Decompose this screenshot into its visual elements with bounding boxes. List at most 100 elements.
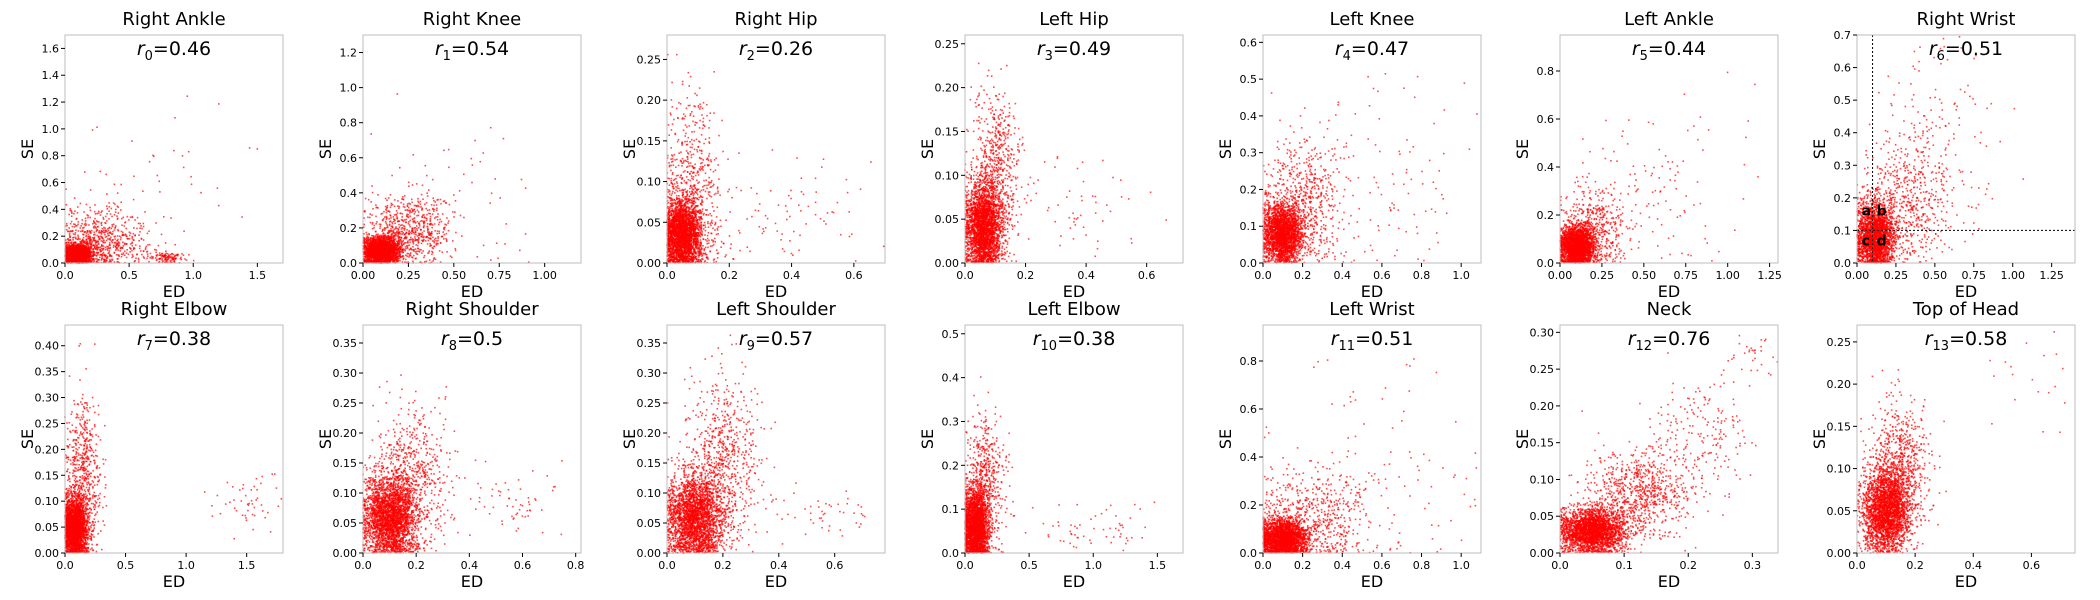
data-point <box>139 223 141 225</box>
data-point <box>132 238 134 240</box>
data-point <box>165 253 167 255</box>
data-point <box>77 235 79 237</box>
data-point <box>89 207 91 209</box>
data-point <box>73 242 75 244</box>
data-point <box>115 211 117 213</box>
data-point <box>100 251 102 253</box>
data-point <box>109 244 111 246</box>
data-point <box>90 210 92 212</box>
data-point <box>117 192 119 194</box>
data-point <box>115 225 117 227</box>
data-point <box>119 236 121 238</box>
data-point <box>80 225 82 227</box>
data-point <box>100 214 102 216</box>
data-point <box>159 261 161 263</box>
data-point <box>85 257 87 259</box>
data-point <box>117 235 119 237</box>
data-point <box>76 239 78 241</box>
data-point <box>88 234 90 236</box>
data-point <box>126 252 128 254</box>
data-point <box>74 259 76 261</box>
data-point <box>143 257 145 259</box>
data-point <box>166 259 168 261</box>
data-point <box>104 234 106 236</box>
data-point <box>249 147 251 149</box>
data-point <box>78 221 80 223</box>
data-point <box>121 231 123 233</box>
data-point <box>133 199 135 201</box>
data-point <box>91 230 93 232</box>
data-point <box>138 259 140 261</box>
data-point <box>147 233 149 235</box>
data-point <box>120 184 122 186</box>
data-point <box>117 242 119 244</box>
data-point <box>74 249 76 251</box>
data-point <box>94 211 96 213</box>
data-point <box>89 260 91 262</box>
data-point <box>68 227 70 229</box>
data-point <box>128 254 130 256</box>
data-point <box>93 226 95 228</box>
data-point <box>174 261 176 263</box>
data-point <box>122 234 124 236</box>
data-point <box>186 259 188 261</box>
data-point <box>94 234 96 236</box>
data-point <box>112 226 114 228</box>
data-point <box>106 193 108 195</box>
data-point <box>113 246 115 248</box>
data-point <box>66 242 68 244</box>
data-point <box>124 242 126 244</box>
data-point <box>81 253 83 255</box>
data-point <box>70 223 72 225</box>
data-point <box>165 250 167 252</box>
data-point <box>165 242 167 244</box>
data-point <box>109 238 111 240</box>
data-point <box>99 257 101 259</box>
data-point <box>83 237 85 239</box>
data-point <box>96 258 98 260</box>
data-point <box>69 250 71 252</box>
data-point <box>71 221 73 223</box>
data-point <box>128 219 130 221</box>
data-point <box>122 254 124 256</box>
data-point <box>101 245 103 247</box>
data-point <box>106 246 108 248</box>
data-point <box>82 219 84 221</box>
data-point <box>80 250 82 252</box>
data-point <box>143 251 145 253</box>
data-point <box>155 257 157 259</box>
data-point <box>82 230 84 232</box>
data-point <box>71 250 73 252</box>
data-point <box>82 250 84 252</box>
data-point <box>71 212 73 214</box>
data-point <box>80 261 82 263</box>
data-point <box>110 237 112 239</box>
data-point <box>86 239 88 241</box>
data-point <box>105 231 107 233</box>
data-point <box>78 236 80 238</box>
data-point <box>180 257 182 259</box>
data-point <box>115 247 117 249</box>
data-point <box>123 252 125 254</box>
data-point <box>141 228 143 230</box>
data-point <box>129 238 131 240</box>
data-point <box>126 257 128 259</box>
correlation-subscript: 0 <box>145 49 153 64</box>
data-point <box>106 255 108 257</box>
data-point <box>171 259 173 261</box>
data-point <box>102 240 104 242</box>
data-point <box>87 217 89 219</box>
data-point <box>66 225 68 227</box>
data-point <box>93 220 95 222</box>
data-point <box>120 237 122 239</box>
data-point <box>106 213 108 215</box>
data-point <box>134 260 136 262</box>
data-point <box>71 245 73 247</box>
data-point <box>146 246 148 248</box>
data-point <box>157 175 159 177</box>
data-point <box>149 244 151 246</box>
data-point <box>183 254 185 256</box>
data-point <box>183 167 185 169</box>
data-point <box>138 234 140 236</box>
data-point <box>73 246 75 248</box>
